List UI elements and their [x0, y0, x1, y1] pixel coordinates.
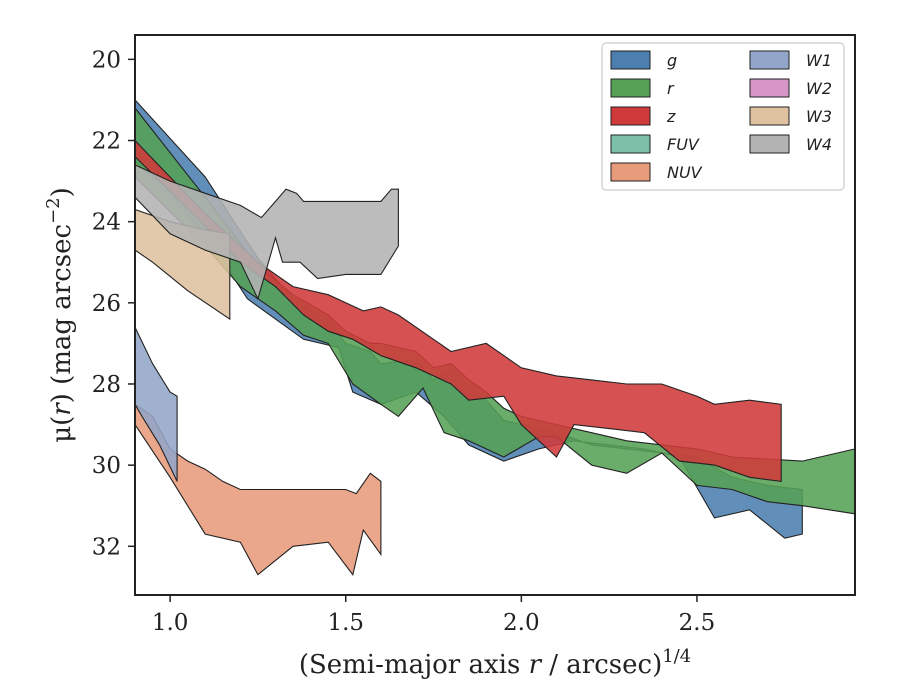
y-tick-label: 28 [92, 372, 121, 398]
y-tick-label: 32 [92, 534, 121, 560]
legend-swatch-w4 [749, 134, 790, 154]
legend-label-nuv: NUV [667, 163, 703, 182]
legend-swatch-g [610, 50, 651, 70]
y-tick-label: 30 [92, 453, 121, 479]
legend-swatch-r [610, 78, 651, 98]
legend-label-w4: W4 [806, 135, 832, 154]
x-tick-label: 1.0 [152, 610, 189, 636]
legend-swatch-z [610, 106, 651, 126]
chart-bands [134, 98, 856, 576]
legend-label-w1: W1 [806, 51, 832, 70]
y-tick-label: 26 [92, 291, 121, 317]
y-axis-label: μ(r) (mag arcsec−2) [43, 187, 77, 443]
band-z [134, 139, 782, 483]
legend-label-g: g [667, 51, 677, 70]
x-tick-label: 2.0 [503, 610, 540, 636]
y-tick-label: 20 [92, 47, 121, 73]
legend-label-z: z [666, 107, 676, 126]
legend-label-w2: W2 [806, 79, 832, 98]
legend-swatch-nuv [610, 162, 651, 182]
y-tick-label: 24 [92, 210, 121, 236]
x-tick-label: 1.5 [327, 610, 364, 636]
chart-legend: grz FUV NUV W1 W2 W3 W4 [601, 42, 845, 191]
band-nuv [134, 403, 382, 576]
chart-axes: 1.0 1.5 2.0 2.5 20 22 24 26 28 30 32 (Semi-major ax… [43, 34, 856, 680]
x-tick-label: 2.5 [679, 610, 716, 636]
legend-swatch-w2 [749, 78, 790, 98]
legend-label-r: r [667, 79, 675, 98]
legend-label-w3: W3 [806, 107, 832, 126]
x-axis-label: (Semi-major axis r / arcsec)1/4 [299, 646, 691, 680]
band-w1 [134, 326, 178, 482]
band-w4 [134, 164, 399, 301]
legend-swatch-fuv [610, 134, 651, 154]
plot-frame [134, 34, 856, 596]
legend-swatch-w1 [749, 50, 790, 70]
y-tick-label: 22 [92, 129, 121, 155]
legend-label-fuv: FUV [667, 135, 700, 154]
legend-swatch-w3 [749, 106, 790, 126]
